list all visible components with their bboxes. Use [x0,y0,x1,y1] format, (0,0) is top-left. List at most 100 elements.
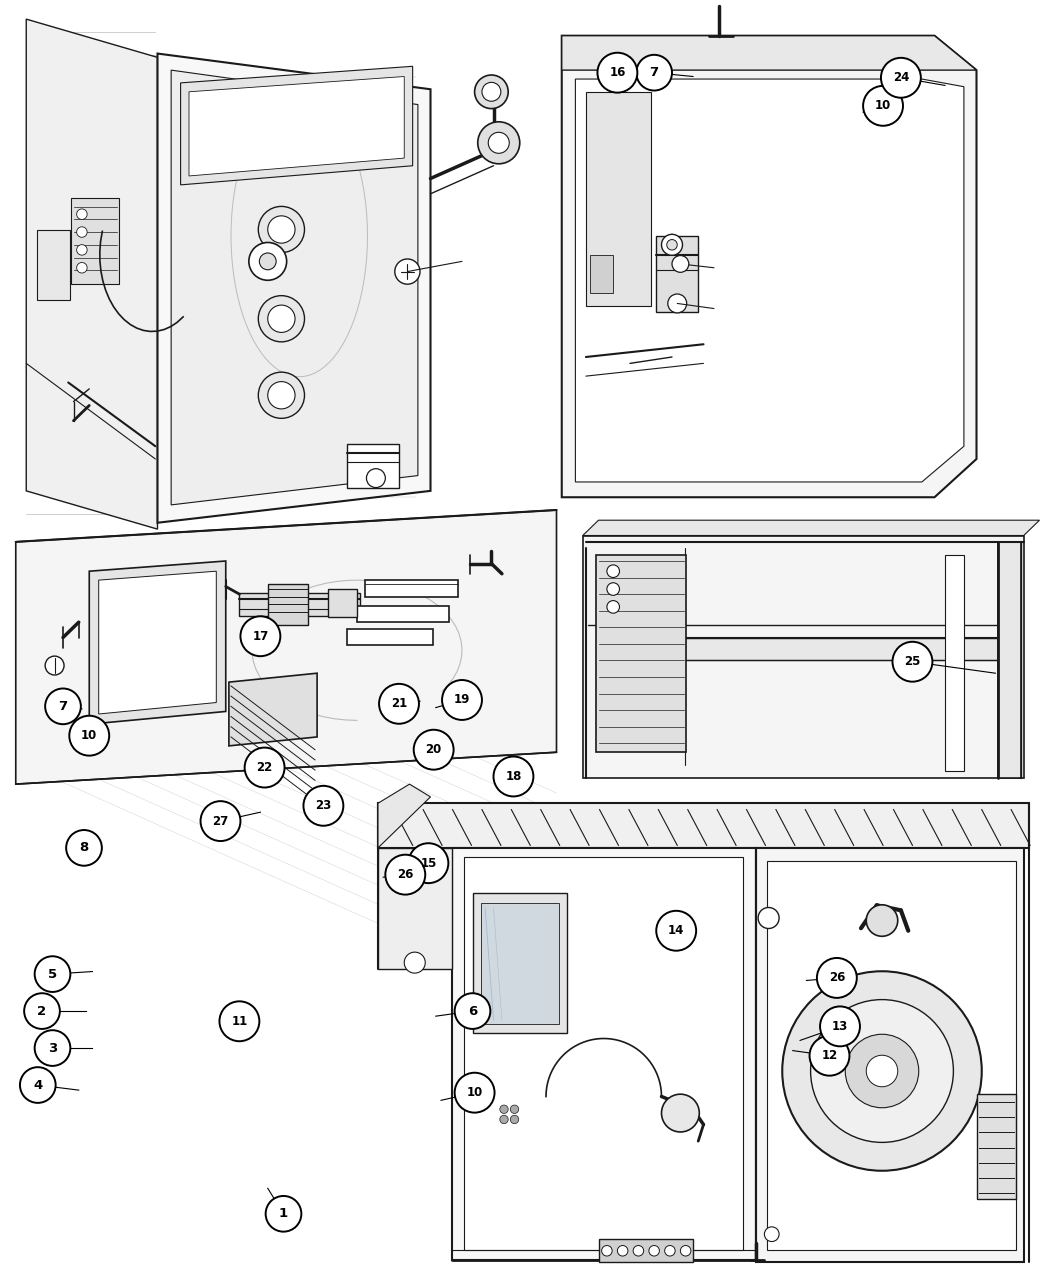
Text: 21: 21 [391,697,407,710]
Text: 10: 10 [466,1086,483,1099]
Circle shape [662,235,682,255]
Circle shape [482,83,501,101]
Bar [685,638,1010,660]
Circle shape [379,683,419,724]
Polygon shape [562,36,976,70]
Circle shape [268,305,295,333]
Circle shape [24,993,60,1029]
Text: 22: 22 [256,761,273,774]
Bar [239,593,360,616]
Circle shape [414,729,454,770]
Circle shape [258,207,304,252]
Circle shape [881,57,921,98]
Circle shape [500,1105,508,1113]
Polygon shape [158,54,430,523]
Polygon shape [976,1094,1016,1198]
Text: 19: 19 [454,694,470,706]
Bar [328,589,357,617]
Text: 5: 5 [48,968,57,980]
Circle shape [680,1246,691,1256]
Circle shape [303,785,343,826]
Polygon shape [189,76,404,176]
Circle shape [258,372,304,418]
Polygon shape [229,673,317,746]
Circle shape [385,854,425,895]
Bar [268,584,308,625]
Polygon shape [472,892,567,1033]
Circle shape [672,255,689,273]
Text: 7: 7 [650,66,658,79]
Circle shape [20,1067,56,1103]
Circle shape [77,263,87,273]
Bar [945,555,964,771]
Circle shape [395,259,420,284]
Circle shape [510,1105,519,1113]
Bar [357,606,449,622]
Circle shape [510,1116,519,1123]
Circle shape [607,565,620,578]
Text: 7: 7 [59,700,67,713]
Polygon shape [583,536,1024,778]
Circle shape [494,756,533,797]
Circle shape [488,133,509,153]
Circle shape [866,905,898,936]
Text: 14: 14 [668,924,685,937]
Circle shape [240,616,280,657]
Text: 1: 1 [279,1207,288,1220]
Bar [71,198,119,284]
Circle shape [45,657,64,674]
Circle shape [259,252,276,270]
Bar [346,444,399,488]
Circle shape [617,1246,628,1256]
Circle shape [455,993,490,1029]
Bar [998,542,1021,778]
Circle shape [404,952,425,973]
Text: 25: 25 [904,655,921,668]
Circle shape [245,747,285,788]
Circle shape [810,1035,849,1076]
Circle shape [863,85,903,126]
Circle shape [35,956,70,992]
Circle shape [478,122,520,163]
Circle shape [668,295,687,312]
Bar [37,230,70,300]
Circle shape [455,1072,495,1113]
Polygon shape [99,571,216,714]
Circle shape [656,910,696,951]
Circle shape [665,1246,675,1256]
Polygon shape [16,510,556,784]
Text: 4: 4 [34,1079,42,1091]
Circle shape [500,1116,508,1123]
Circle shape [266,1196,301,1232]
Circle shape [69,715,109,756]
Circle shape [607,583,620,595]
Bar [656,236,698,312]
Text: 10: 10 [81,729,98,742]
Polygon shape [562,36,976,497]
Text: 8: 8 [80,842,88,854]
Text: 17: 17 [252,630,269,643]
Bar [346,629,433,645]
Circle shape [249,242,287,280]
Text: 26: 26 [828,972,845,984]
Text: 20: 20 [425,743,442,756]
Circle shape [77,227,87,237]
Circle shape [268,215,295,244]
Circle shape [820,1006,860,1047]
Circle shape [408,843,448,884]
Circle shape [866,1056,898,1086]
Circle shape [268,381,295,409]
Polygon shape [452,848,756,1260]
Circle shape [817,958,857,998]
Text: 12: 12 [821,1049,838,1062]
Circle shape [258,296,304,342]
Text: 6: 6 [468,1005,477,1017]
Polygon shape [481,903,559,1024]
Circle shape [758,908,779,928]
Polygon shape [756,848,1024,1262]
Polygon shape [378,784,430,848]
Text: 23: 23 [315,799,332,812]
Circle shape [782,972,982,1170]
Circle shape [602,1246,612,1256]
Circle shape [607,601,620,613]
